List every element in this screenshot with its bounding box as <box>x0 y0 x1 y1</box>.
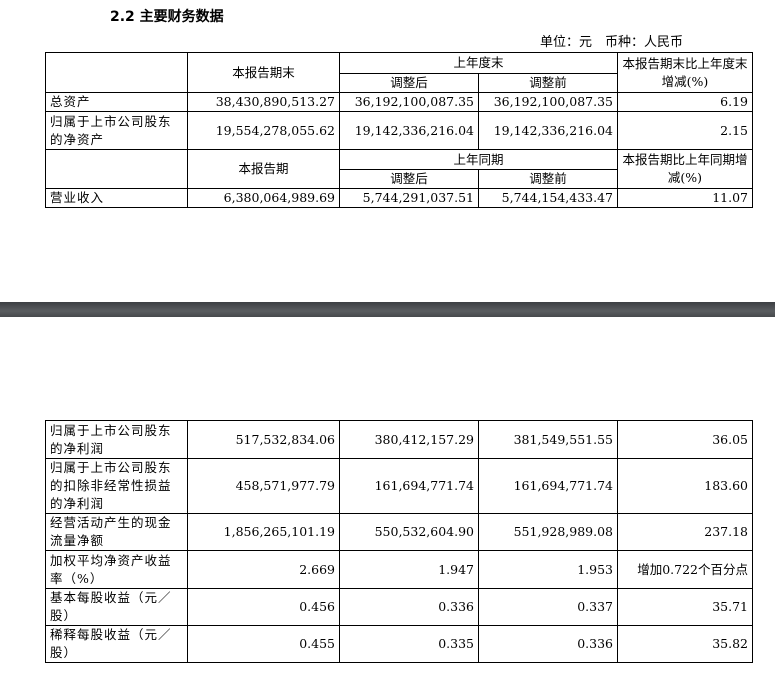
cell: 550,532,604.90 <box>339 513 479 551</box>
cell: 161,694,771.74 <box>478 458 618 514</box>
financial-table-bottom: 归属于上市公司股东的净利润 517,532,834.06 380,412,157.2… <box>45 420 753 663</box>
header-before: 调整前 <box>478 169 618 189</box>
cell: 36.05 <box>617 420 753 459</box>
header-prior: 上年同期 <box>339 149 618 170</box>
cell: 458,571,977.79 <box>187 458 340 514</box>
cell: 161,694,771.74 <box>339 458 479 514</box>
cell: 1.953 <box>478 550 618 589</box>
cell: 19,554,278,055.62 <box>187 111 340 150</box>
cell: 36,192,100,087.35 <box>478 92 618 112</box>
header-adjusted: 调整后 <box>339 169 479 189</box>
header-change: 本报告期末比上年度末增减(%) <box>617 52 753 93</box>
cell: 237.18 <box>617 513 753 551</box>
cell: 2.669 <box>187 550 340 589</box>
cell: 6,380,064,989.69 <box>187 188 340 208</box>
table-row: 经营活动产生的现金流量净额 1,856,265,101.19 550,532,604… <box>45 513 753 551</box>
header-blank <box>45 52 188 93</box>
row-label: 归属于上市公司股东的扣除非经常性损益的净利润 <box>45 458 188 514</box>
cell: 5,744,291,037.51 <box>339 188 479 208</box>
header-prior-end: 上年度末 <box>339 52 618 74</box>
financial-table-top: 本报告期末 上年度末 本报告期末比上年度末增减(%) 调整后 调整前 总资产 3… <box>45 52 753 208</box>
table-row: 加权平均净资产收益率（%） 2.669 1.947 1.953 增加0.722个百分点 <box>45 550 753 589</box>
header-adjusted: 调整后 <box>339 73 479 93</box>
cell: 11.07 <box>617 188 753 208</box>
cell: 0.335 <box>339 625 479 663</box>
cell: 517,532,834.06 <box>187 420 340 459</box>
header-current-end: 本报告期末 <box>187 52 340 93</box>
cell: 1,856,265,101.19 <box>187 513 340 551</box>
cell: 19,142,336,216.04 <box>339 111 479 150</box>
page-separator <box>0 302 775 317</box>
row-label: 总资产 <box>45 92 188 112</box>
cell: 38,430,890,513.27 <box>187 92 340 112</box>
cell: 0.336 <box>478 625 618 663</box>
cell: 1.947 <box>339 550 479 589</box>
row-label: 经营活动产生的现金流量净额 <box>45 513 188 551</box>
table-row: 稀释每股收益（元／股） 0.455 0.335 0.336 35.82 <box>45 625 753 663</box>
cell: 增加0.722个百分点 <box>617 550 753 589</box>
cell: 0.455 <box>187 625 340 663</box>
cell: 6.19 <box>617 92 753 112</box>
header-blank <box>45 149 188 189</box>
cell: 2.15 <box>617 111 753 150</box>
table-row: 总资产 38,430,890,513.27 36,192,100,087.35 … <box>45 92 753 112</box>
row-label: 加权平均净资产收益率（%） <box>45 550 188 589</box>
cell: 0.456 <box>187 588 340 626</box>
table-row: 归属于上市公司股东的净利润 517,532,834.06 380,412,157.2… <box>45 420 753 459</box>
row-label: 基本每股收益（元／股） <box>45 588 188 626</box>
table-row: 基本每股收益（元／股） 0.456 0.336 0.337 35.71 <box>45 588 753 626</box>
cell: 380,412,157.29 <box>339 420 479 459</box>
unit-note: 单位：元 币种：人民币 <box>540 35 684 50</box>
row-label: 稀释每股收益（元／股） <box>45 625 188 663</box>
row-label: 归属于上市公司股东的净资产 <box>45 111 188 150</box>
section-title: 2.2 主要财务数据 <box>110 9 224 25</box>
cell: 0.336 <box>339 588 479 626</box>
cell: 19,142,336,216.04 <box>478 111 618 150</box>
header-before: 调整前 <box>478 73 618 93</box>
cell: 5,744,154,433.47 <box>478 188 618 208</box>
cell: 0.337 <box>478 588 618 626</box>
header-change: 本报告期比上年同期增减(%) <box>617 149 753 189</box>
cell: 183.60 <box>617 458 753 514</box>
table-row: 归属于上市公司股东的扣除非经常性损益的净利润 458,571,977.79 161,… <box>45 458 753 514</box>
cell: 35.82 <box>617 625 753 663</box>
cell: 35.71 <box>617 588 753 626</box>
header-current: 本报告期 <box>187 149 340 189</box>
row-label: 归属于上市公司股东的净利润 <box>45 420 188 459</box>
cell: 551,928,989.08 <box>478 513 618 551</box>
cell: 381,549,551.55 <box>478 420 618 459</box>
cell: 36,192,100,087.35 <box>339 92 479 112</box>
table-row: 归属于上市公司股东的净资产 19,554,278,055.62 19,142,3… <box>45 111 753 150</box>
table-row: 营业收入 6,380,064,989.69 5,744,291,037.51 5… <box>45 188 753 208</box>
row-label: 营业收入 <box>45 188 188 208</box>
